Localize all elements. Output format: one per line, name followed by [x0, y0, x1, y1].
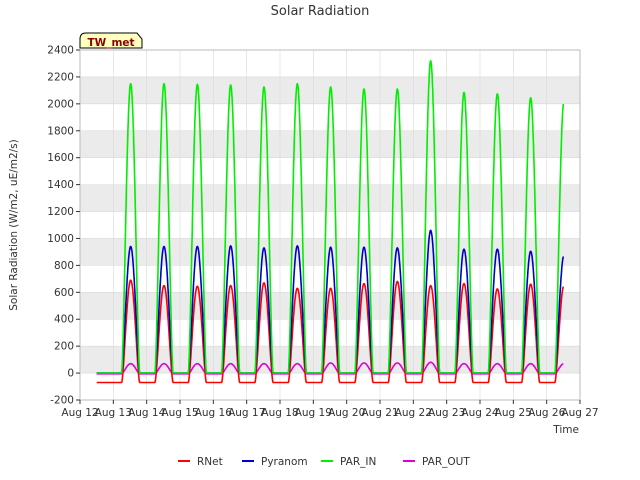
plot-band: [80, 373, 580, 400]
x-tick-label: Aug 19: [295, 407, 332, 419]
y-tick-label: 600: [54, 287, 74, 299]
legend-label: PAR_OUT: [422, 456, 470, 468]
x-tick-label: Aug 22: [395, 407, 432, 419]
y-tick-label: 2400: [47, 45, 74, 57]
y-tick-label: -200: [50, 395, 74, 407]
legend-label: RNet: [197, 456, 223, 468]
plot-frame: [79, 49, 581, 401]
y-tick-label: 0: [67, 368, 74, 380]
y-tick-label: 1800: [47, 125, 74, 137]
x-tick-label: Aug 24: [461, 407, 499, 419]
plot-band: [80, 130, 580, 158]
y-tick-label: 200: [54, 341, 74, 353]
station-tag-label: TW_met: [87, 37, 134, 49]
x-tick-label: Aug 25: [495, 407, 532, 419]
x-tick-label: Aug 12: [61, 407, 98, 419]
plot-band: [80, 346, 580, 374]
y-tick-label: 1400: [47, 179, 74, 191]
y-tick-label: 400: [54, 314, 74, 326]
x-tick-label: Aug 18: [261, 407, 298, 419]
x-axis-label: Time: [552, 424, 579, 436]
plot-band: [80, 50, 580, 77]
series-line-par-in: [96, 59, 565, 374]
series-lines: [96, 59, 565, 384]
x-tick-label: Aug 13: [95, 407, 132, 419]
y-axis-label: Solar Radiation (W/m2, uE/m2/s): [8, 139, 20, 311]
y-tick-label: 1600: [47, 152, 74, 164]
x-tick-label: Aug 21: [361, 407, 398, 419]
x-tick-label: Aug 15: [161, 407, 198, 419]
y-axis-ticks: -200 0 200 400 600 800 1000 1200 1400 1600 1800 200…: [47, 45, 80, 407]
chart-title: Solar Radiation: [271, 4, 370, 19]
x-tick-label: Aug 16: [195, 407, 233, 419]
plot-band: [80, 184, 580, 212]
y-tick-label: 1000: [47, 233, 74, 245]
series-line-rnet: [96, 279, 565, 384]
y-tick-label: 1200: [47, 206, 74, 218]
x-tick-label: Aug 17: [228, 407, 265, 419]
station-tag-box: [79, 32, 143, 49]
y-tick-label: 2000: [47, 98, 74, 110]
legend: RNet Pyranom PAR_IN PAR_OUT: [178, 456, 470, 468]
legend-label: Pyranom: [261, 456, 308, 468]
plot-band: [80, 157, 580, 185]
plot-band: [80, 292, 580, 320]
x-tick-label: Aug 23: [428, 407, 465, 419]
legend-label: PAR_IN: [340, 456, 376, 468]
plot-band: [80, 319, 580, 347]
x-tick-label: Aug 20: [328, 407, 365, 419]
plot-band: [80, 103, 580, 131]
y-tick-label: 2200: [47, 71, 74, 83]
x-tick-label: Aug 14: [128, 407, 166, 419]
station-tag: TW_met: [79, 32, 143, 49]
x-tick-label: Aug 27: [561, 407, 598, 419]
x-tick-label: Aug 26: [528, 407, 566, 419]
y-tick-label: 800: [54, 260, 74, 272]
plot-band: [80, 211, 580, 239]
